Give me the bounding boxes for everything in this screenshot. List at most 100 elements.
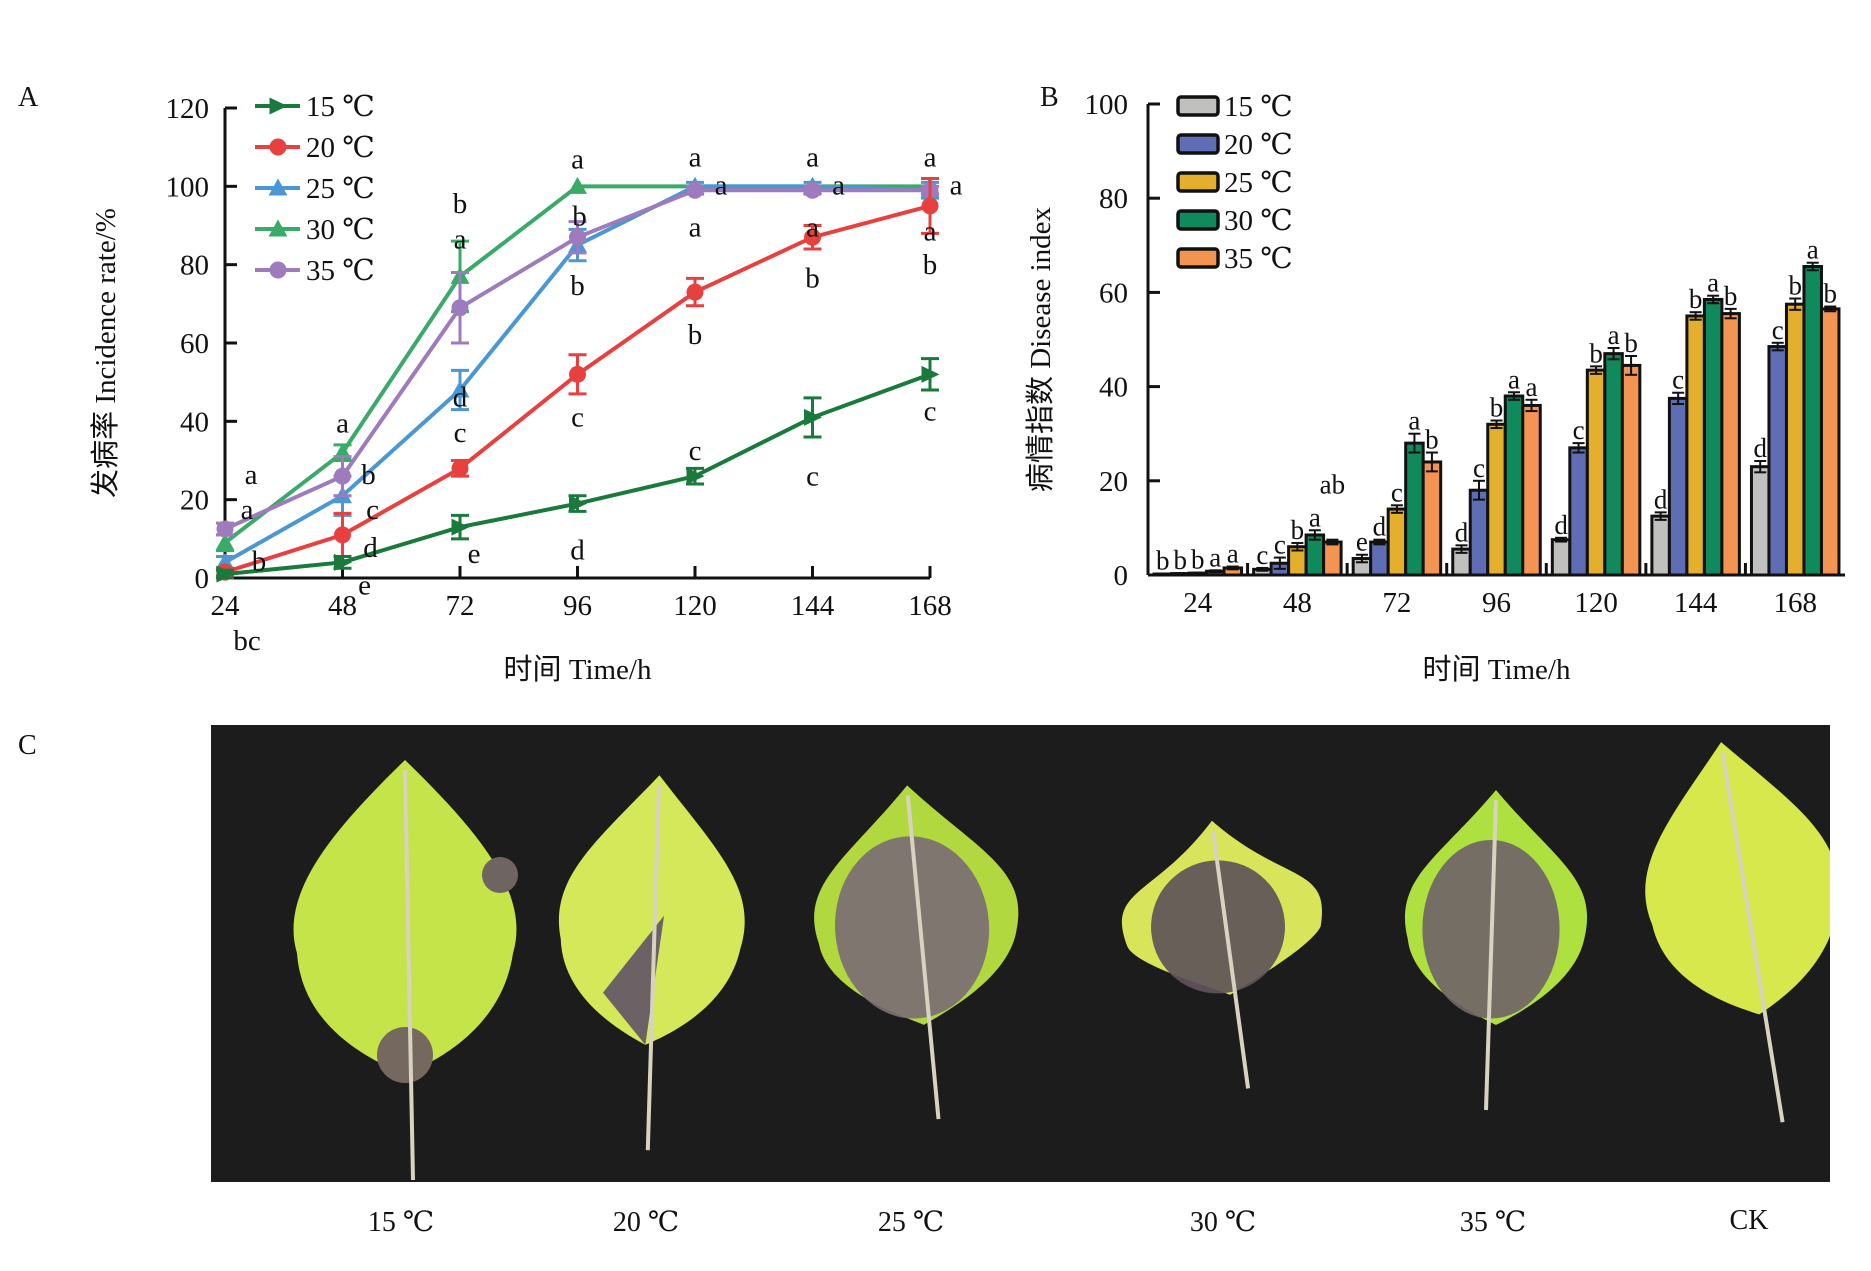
lesion xyxy=(377,1027,433,1083)
x-axis-title: 时间 Time/h xyxy=(1423,653,1571,686)
bar xyxy=(1702,297,1724,577)
lesion xyxy=(602,915,665,1045)
significance-letter: a xyxy=(689,141,702,173)
disease-index-bar-chart: 0 20 40 60 80 100 24 48 72 96 120 144 168 时间 Time/h 病情… xyxy=(1024,89,1845,686)
data-point xyxy=(568,176,587,194)
significance-letter: a xyxy=(1309,502,1321,532)
significance-letter: d xyxy=(1373,512,1387,542)
data-point xyxy=(334,526,351,544)
bar xyxy=(1521,403,1542,577)
leaf-blade xyxy=(559,775,745,1045)
legend-item: 35 ℃ xyxy=(255,255,375,287)
bar xyxy=(1667,396,1689,577)
significance-letter: b xyxy=(1724,281,1738,311)
series-15C xyxy=(216,357,940,583)
bar xyxy=(1819,307,1841,577)
significance-letter: b xyxy=(1191,545,1205,575)
leaf-label-2: 20 ℃ xyxy=(612,1207,680,1238)
x-tick-label: 72 xyxy=(1382,587,1411,619)
legend-item: 15 ℃ xyxy=(1176,91,1293,123)
significance-letter: d xyxy=(1753,433,1767,463)
legend-item: 20 ℃ xyxy=(255,132,375,164)
significance-letter: d xyxy=(363,532,378,564)
x-tick-label: 24 xyxy=(211,590,241,622)
significance-letter: d xyxy=(1455,517,1469,547)
panel-label-a: A xyxy=(18,82,39,113)
legend-marker xyxy=(268,219,288,237)
significance-letter: c xyxy=(806,460,819,492)
significance-letter: a xyxy=(832,169,845,201)
bar xyxy=(1369,540,1390,577)
leaf-midrib xyxy=(1210,830,1251,1089)
bar-group-120 xyxy=(1550,346,1642,577)
legend-label: 30 ℃ xyxy=(1224,205,1293,237)
significance-letter: a xyxy=(689,211,702,243)
data-point xyxy=(921,365,940,383)
y-axis-title: 发病率 Incidence rate/% xyxy=(89,208,122,498)
data-point xyxy=(334,553,352,571)
legend-item: 15 ℃ xyxy=(255,91,375,123)
leaf-label-6: CK xyxy=(1729,1205,1769,1236)
significance-letter: b xyxy=(570,270,585,302)
bar xyxy=(1650,514,1671,577)
y-tick-label: 60 xyxy=(180,328,209,360)
x-tick-label: 96 xyxy=(563,590,592,622)
bar xyxy=(1802,264,1823,577)
bar xyxy=(1486,422,1507,577)
legend-label: 25 ℃ xyxy=(1224,167,1293,199)
significance-letter: c xyxy=(689,435,702,467)
legend-marker xyxy=(268,178,288,196)
leaf-midrib xyxy=(1720,751,1785,1123)
legend-swatch xyxy=(1176,133,1220,155)
bar xyxy=(1304,533,1326,577)
x-tick-label: 120 xyxy=(1574,587,1618,619)
data-point xyxy=(216,520,234,538)
bar xyxy=(1503,394,1525,577)
bar-group-168 xyxy=(1749,261,1841,577)
x-tick-label: 48 xyxy=(328,590,357,622)
significance-letter: b xyxy=(1689,284,1703,314)
legend-item: 25 ℃ xyxy=(255,173,375,205)
significance-letter: d xyxy=(1554,510,1568,540)
bar xyxy=(1720,312,1741,577)
bar xyxy=(1386,507,1408,577)
legend-item: 20 ℃ xyxy=(1176,129,1293,161)
bar xyxy=(1404,441,1425,577)
y-tick-label: 100 xyxy=(1085,89,1129,121)
legend-swatch xyxy=(1176,247,1220,269)
data-point xyxy=(451,299,469,317)
significance-letter: b xyxy=(1823,279,1837,309)
x-tick-label: 168 xyxy=(1773,587,1817,619)
significance-letter: a xyxy=(1209,542,1221,572)
leaf-midrib xyxy=(905,795,941,1120)
x-tick-label: 168 xyxy=(908,590,952,622)
legend-item: 35 ℃ xyxy=(1176,243,1293,275)
significance-letter: a xyxy=(1608,320,1620,350)
significance-letter: c xyxy=(924,395,937,427)
data-point xyxy=(569,228,586,246)
significance-letter: a xyxy=(1526,372,1538,402)
significance-letter: e xyxy=(468,538,481,570)
legend-swatch xyxy=(1176,171,1220,193)
leaf-symptom-photo xyxy=(211,725,1830,1182)
significance-letter: b xyxy=(453,188,468,220)
data-point xyxy=(334,467,351,485)
significance-letter: d xyxy=(570,535,585,567)
significance-letter: a xyxy=(806,211,819,243)
y-tick-label: 20 xyxy=(1099,466,1128,498)
significance-letter: b xyxy=(361,459,376,491)
legend-item: 30 ℃ xyxy=(1176,205,1293,237)
legend: 15 ℃ 20 ℃ 25 ℃ 30 ℃ 35 ℃ xyxy=(255,91,375,287)
data-point xyxy=(921,197,939,215)
significance-letter: a xyxy=(1807,235,1819,265)
data-point xyxy=(451,459,469,477)
bar xyxy=(1767,345,1788,577)
bar xyxy=(1550,538,1572,577)
y-tick-label: 0 xyxy=(195,563,210,595)
data-point xyxy=(686,283,704,301)
significance-letter: a xyxy=(715,169,728,201)
panel-label-b: B xyxy=(1040,82,1059,113)
y-tick-label: 100 xyxy=(166,171,210,203)
lesion xyxy=(482,857,518,893)
significance-letter: a xyxy=(245,459,258,491)
